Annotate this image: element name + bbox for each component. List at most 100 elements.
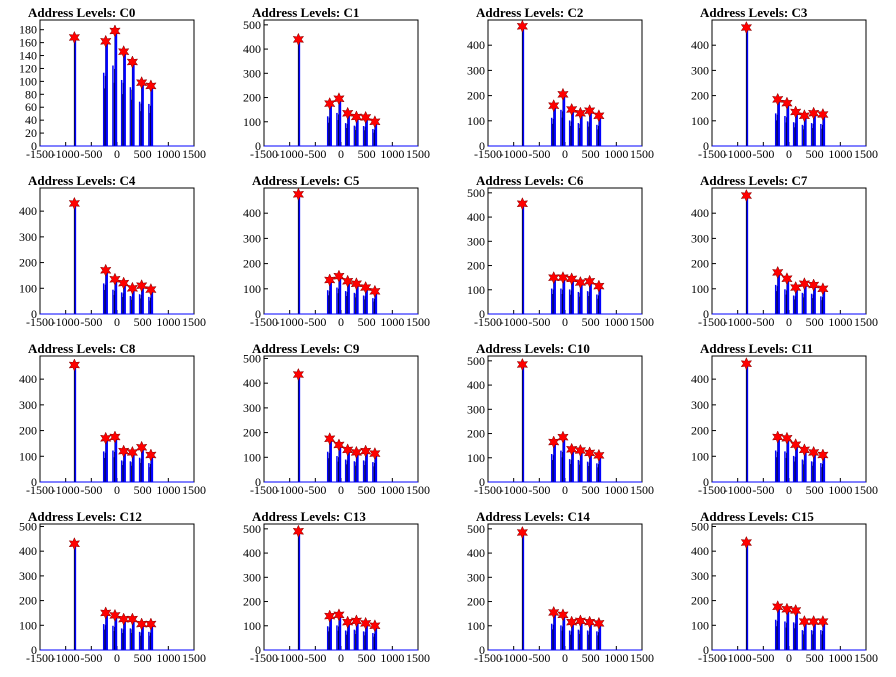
y-tick-label: 0 (703, 643, 709, 657)
x-tick-label: -500 (80, 483, 102, 497)
chart-title: Address Levels: C12 (28, 509, 142, 524)
x-tick-label: 500 (582, 147, 600, 161)
peak-marker (557, 271, 569, 285)
x-tick-label: -1500 (474, 147, 502, 161)
y-tick-label: 0 (479, 475, 485, 489)
x-tick-label: -1000 (724, 315, 752, 329)
x-tick-label: -1500 (698, 483, 726, 497)
y-tick-label: 300 (243, 401, 261, 415)
y-tick-label: 100 (467, 283, 485, 297)
x-tick-label: 0 (786, 147, 792, 161)
chart-panel-13: Address Levels: C13 0 100 200 300 400 500 -1500… (243, 509, 430, 665)
x-tick-label: -1000 (500, 315, 528, 329)
y-tick-label: 300 (467, 234, 485, 248)
chart-title: Address Levels: C7 (700, 173, 808, 188)
peak-marker (369, 446, 381, 461)
x-tick-label: -1000 (276, 147, 304, 161)
y-tick-label: 400 (467, 210, 485, 224)
peak-marker (583, 104, 596, 118)
y-tick-label: 0 (255, 475, 261, 489)
x-tick-label: -1500 (474, 651, 502, 665)
peak-marker (99, 34, 112, 48)
peak-marker (323, 609, 336, 623)
chart-panel-3: Address Levels: C3 0 100 200 300 400 -1500-100… (691, 5, 878, 161)
y-tick-label: 200 (19, 256, 37, 270)
peak-marker (583, 274, 596, 288)
peak-marker (333, 438, 345, 452)
peak-marker (145, 79, 157, 93)
peak-marker (547, 271, 560, 285)
y-tick-label: 200 (467, 427, 485, 441)
x-tick-label: -1500 (26, 147, 54, 161)
chart-panel-14: Address Levels: C14 0 100 200 300 400 500 -1500… (467, 509, 654, 665)
x-tick-label: 500 (358, 483, 376, 497)
y-tick-label: 100 (243, 450, 261, 464)
peak-marker (109, 608, 121, 623)
y-tick-label: 200 (691, 89, 709, 103)
x-tick-label: -500 (304, 315, 326, 329)
x-tick-label: -1000 (500, 147, 528, 161)
peak-marker (350, 110, 363, 124)
chart-title: Address Levels: C2 (476, 5, 583, 20)
x-tick-label: 500 (582, 315, 600, 329)
x-tick-label: -500 (752, 651, 774, 665)
peak-marker (145, 282, 157, 297)
x-tick-label: 1500 (854, 315, 878, 329)
peak-marker (593, 448, 605, 462)
peak-marker (547, 99, 560, 113)
x-tick-label: 0 (786, 483, 792, 497)
x-tick-label: -1500 (698, 147, 726, 161)
peak-marker (817, 107, 829, 122)
x-tick-label: -1500 (698, 315, 726, 329)
x-tick-label: 500 (806, 651, 824, 665)
peak-marker (817, 282, 829, 296)
peak-marker (817, 614, 829, 629)
y-tick-label: 400 (691, 206, 709, 220)
y-tick-label: 200 (691, 424, 709, 438)
chart-panel-4: Address Levels: C4 0 100 200 300 400 -1500-100… (19, 173, 206, 329)
y-tick-label: 0 (479, 307, 485, 321)
peak-marker (350, 614, 363, 628)
peak-marker (807, 278, 820, 292)
y-tick-label: 100 (19, 449, 37, 463)
y-tick-label: 100 (243, 115, 261, 129)
y-tick-label: 200 (19, 424, 37, 438)
peak-marker (292, 187, 305, 201)
peak-marker (341, 274, 354, 288)
x-tick-label: 0 (114, 315, 120, 329)
x-tick-label: 0 (338, 651, 344, 665)
peak-marker (516, 197, 529, 211)
peak-marker (369, 284, 381, 298)
y-tick-label: 0 (703, 139, 709, 153)
chart-panel-15: Address Levels: C15 0 100 200 300 400 500 -1500… (691, 509, 878, 665)
peak-marker (117, 444, 130, 458)
peak-marker (135, 440, 148, 454)
y-tick-label: 300 (691, 398, 709, 412)
x-tick-label: 0 (562, 651, 568, 665)
y-tick-label: 100 (19, 74, 37, 88)
y-tick-label: 300 (467, 402, 485, 416)
x-tick-label: 1500 (630, 651, 654, 665)
x-tick-label: 0 (562, 147, 568, 161)
peak-marker (771, 430, 784, 444)
peak-marker (740, 357, 753, 371)
x-tick-label: -1000 (500, 483, 528, 497)
x-tick-label: -1000 (724, 483, 752, 497)
x-tick-label: 1500 (182, 651, 206, 665)
peak-marker (109, 430, 121, 444)
x-tick-label: 1000 (156, 315, 180, 329)
peak-marker (781, 431, 793, 445)
y-tick-label: 500 (243, 351, 261, 365)
x-tick-label: -1000 (276, 651, 304, 665)
y-tick-label: 500 (691, 519, 709, 533)
peak-marker (565, 272, 578, 286)
x-tick-label: 1000 (604, 315, 628, 329)
y-tick-label: 100 (467, 451, 485, 465)
x-tick-label: -1000 (52, 315, 80, 329)
y-tick-label: 300 (243, 570, 261, 584)
x-tick-label: 1500 (182, 315, 206, 329)
y-tick-label: 500 (467, 522, 485, 536)
peak-marker (740, 20, 753, 35)
y-tick-label: 200 (243, 595, 261, 609)
peak-marker (359, 616, 372, 630)
